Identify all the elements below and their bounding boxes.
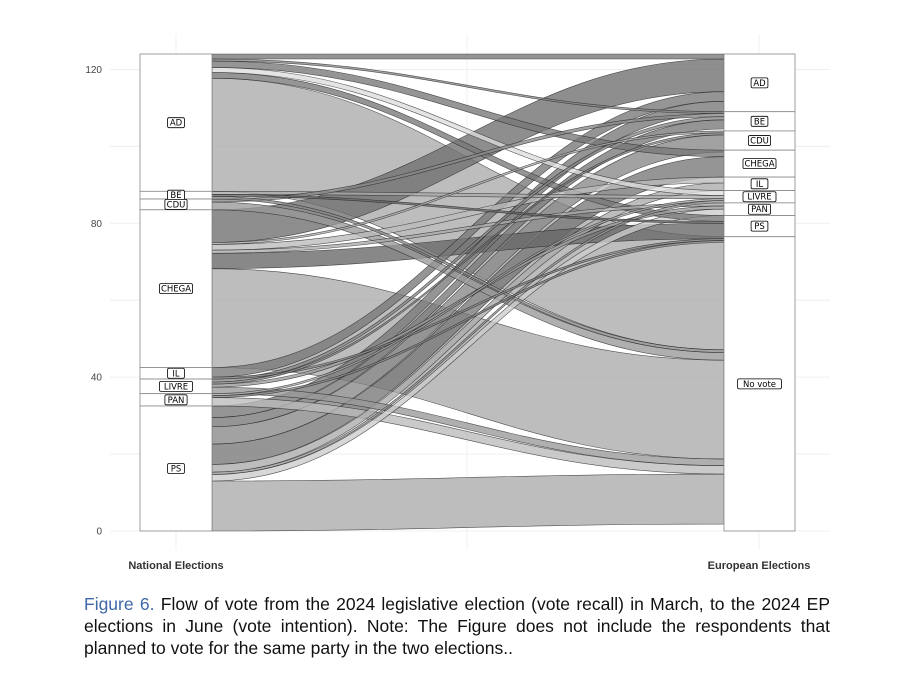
node-label-box <box>164 394 188 406</box>
target-node-label: BE <box>754 117 765 127</box>
node-label-box <box>167 117 185 129</box>
x-axis-label-national: National Elections <box>128 560 223 572</box>
y-tick-label: 40 <box>91 373 103 384</box>
node-label-box <box>164 199 188 210</box>
caption-lead: Figure 6. <box>84 594 155 614</box>
source-node-label: LIVRE <box>164 382 188 392</box>
flow-ribbons <box>211 53 725 532</box>
source-node-label: IL <box>172 369 180 379</box>
node-label-box <box>742 191 777 203</box>
source-node-label: PS <box>171 464 182 474</box>
node-label-box <box>167 463 185 474</box>
node-label-box <box>750 220 769 232</box>
y-axis-ticks: 0 40 80 120 <box>85 65 102 538</box>
source-node-label: CDU <box>167 200 186 210</box>
alluvial-chart: ADBECDUCHEGAILLIVREPANPSADBECDUCHEGAILLI… <box>85 34 830 572</box>
flow-ps-to-no-vote <box>211 473 725 532</box>
y-tick-label: 80 <box>91 219 103 230</box>
y-tick-label: 120 <box>85 65 102 76</box>
x-axis-label-european: European Elections <box>708 560 811 572</box>
node-label-box <box>737 378 782 390</box>
target-node-label: AD <box>753 79 766 89</box>
target-node-label: PS <box>754 222 765 232</box>
node-label-box <box>750 178 769 190</box>
node-labels: ADBECDUCHEGAILLIVREPANPSADBECDUCHEGAILLI… <box>159 77 782 474</box>
node-label-box <box>748 203 772 215</box>
node-label-box <box>742 158 777 170</box>
target-node-label: LIVRE <box>747 193 771 203</box>
source-node-label: AD <box>170 119 183 129</box>
flow-ad-to-ad <box>211 53 725 60</box>
node-label-box <box>750 115 769 127</box>
node-label-box <box>748 135 772 146</box>
source-node-label: BE <box>170 191 181 201</box>
node-label-box <box>750 77 769 89</box>
source-node-label: PAN <box>168 396 185 406</box>
node-label-box <box>159 283 193 295</box>
target-node-label: IL <box>756 180 764 190</box>
node-label-box <box>159 380 193 392</box>
target-node-label: CHEGA <box>744 160 774 170</box>
target-node-label: No vote <box>743 380 776 390</box>
axis-titles: National Elections European Elections <box>128 560 810 572</box>
node-label-box <box>167 367 185 379</box>
y-tick-label: 0 <box>96 527 102 538</box>
target-node-label: PAN <box>751 205 768 215</box>
target-node-label: CDU <box>750 137 769 147</box>
figure-caption: Figure 6. Flow of vote from the 2024 leg… <box>84 593 830 659</box>
source-node-label: CHEGA <box>161 285 191 295</box>
caption-text: Flow of vote from the 2024 legislative e… <box>84 594 831 658</box>
